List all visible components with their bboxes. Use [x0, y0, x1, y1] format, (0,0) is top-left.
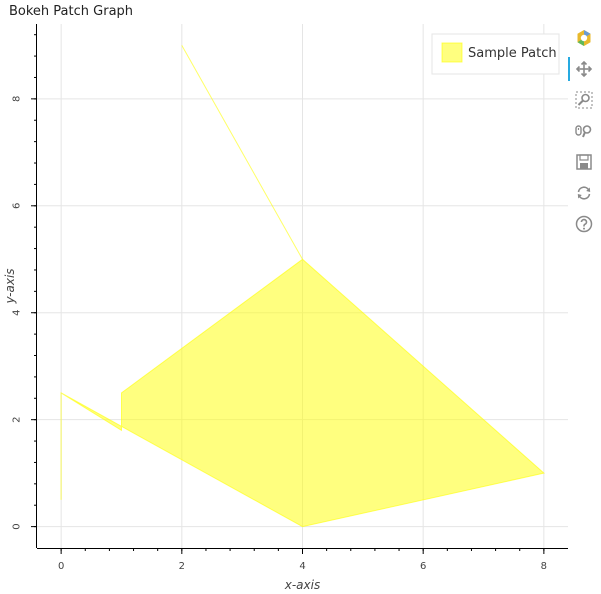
- save-icon: [575, 153, 593, 171]
- y-tick-label: 8: [12, 96, 23, 102]
- x-tick-label: 2: [179, 561, 185, 572]
- wheel-zoom-tool-button[interactable]: [570, 115, 598, 146]
- toolbar: [568, 22, 598, 239]
- x-tick-label: 4: [299, 561, 305, 572]
- y-tick-label: 4: [12, 310, 23, 316]
- legend-swatch: [441, 42, 463, 63]
- legend: Sample Patch: [431, 33, 560, 75]
- reset-icon: [575, 184, 593, 202]
- patch-layer: [60, 45, 545, 528]
- box-zoom-icon: [575, 91, 593, 109]
- y-axis-label: y-axis: [3, 268, 17, 304]
- x-tick-label: 6: [420, 561, 426, 572]
- y-tick-label: 6: [12, 203, 23, 209]
- patch-shape: [60, 45, 545, 528]
- y-tick-label: 0: [12, 523, 23, 529]
- x-tick-label: 8: [541, 561, 547, 572]
- axes: 0 2 4 6 8 0 2 4 6 8: [12, 24, 568, 572]
- help-icon: [575, 215, 593, 233]
- bokeh-logo-tool-button[interactable]: [570, 22, 598, 53]
- chart-title: Bokeh Patch Graph: [9, 4, 134, 19]
- y-tick-label: 2: [12, 416, 23, 422]
- wheel-zoom-icon: [575, 122, 593, 140]
- help-tool-button[interactable]: [570, 208, 598, 239]
- x-axis-label: x-axis: [284, 578, 320, 592]
- bokeh-logo-icon: [575, 29, 593, 47]
- reset-tool-button[interactable]: [570, 177, 598, 208]
- save-tool-button[interactable]: [570, 146, 598, 177]
- pan-tool-button[interactable]: [568, 53, 598, 84]
- pan-icon: [575, 60, 593, 78]
- x-tick-label: 0: [58, 561, 64, 572]
- legend-label: Sample Patch: [468, 46, 557, 61]
- box-zoom-tool-button[interactable]: [570, 84, 598, 115]
